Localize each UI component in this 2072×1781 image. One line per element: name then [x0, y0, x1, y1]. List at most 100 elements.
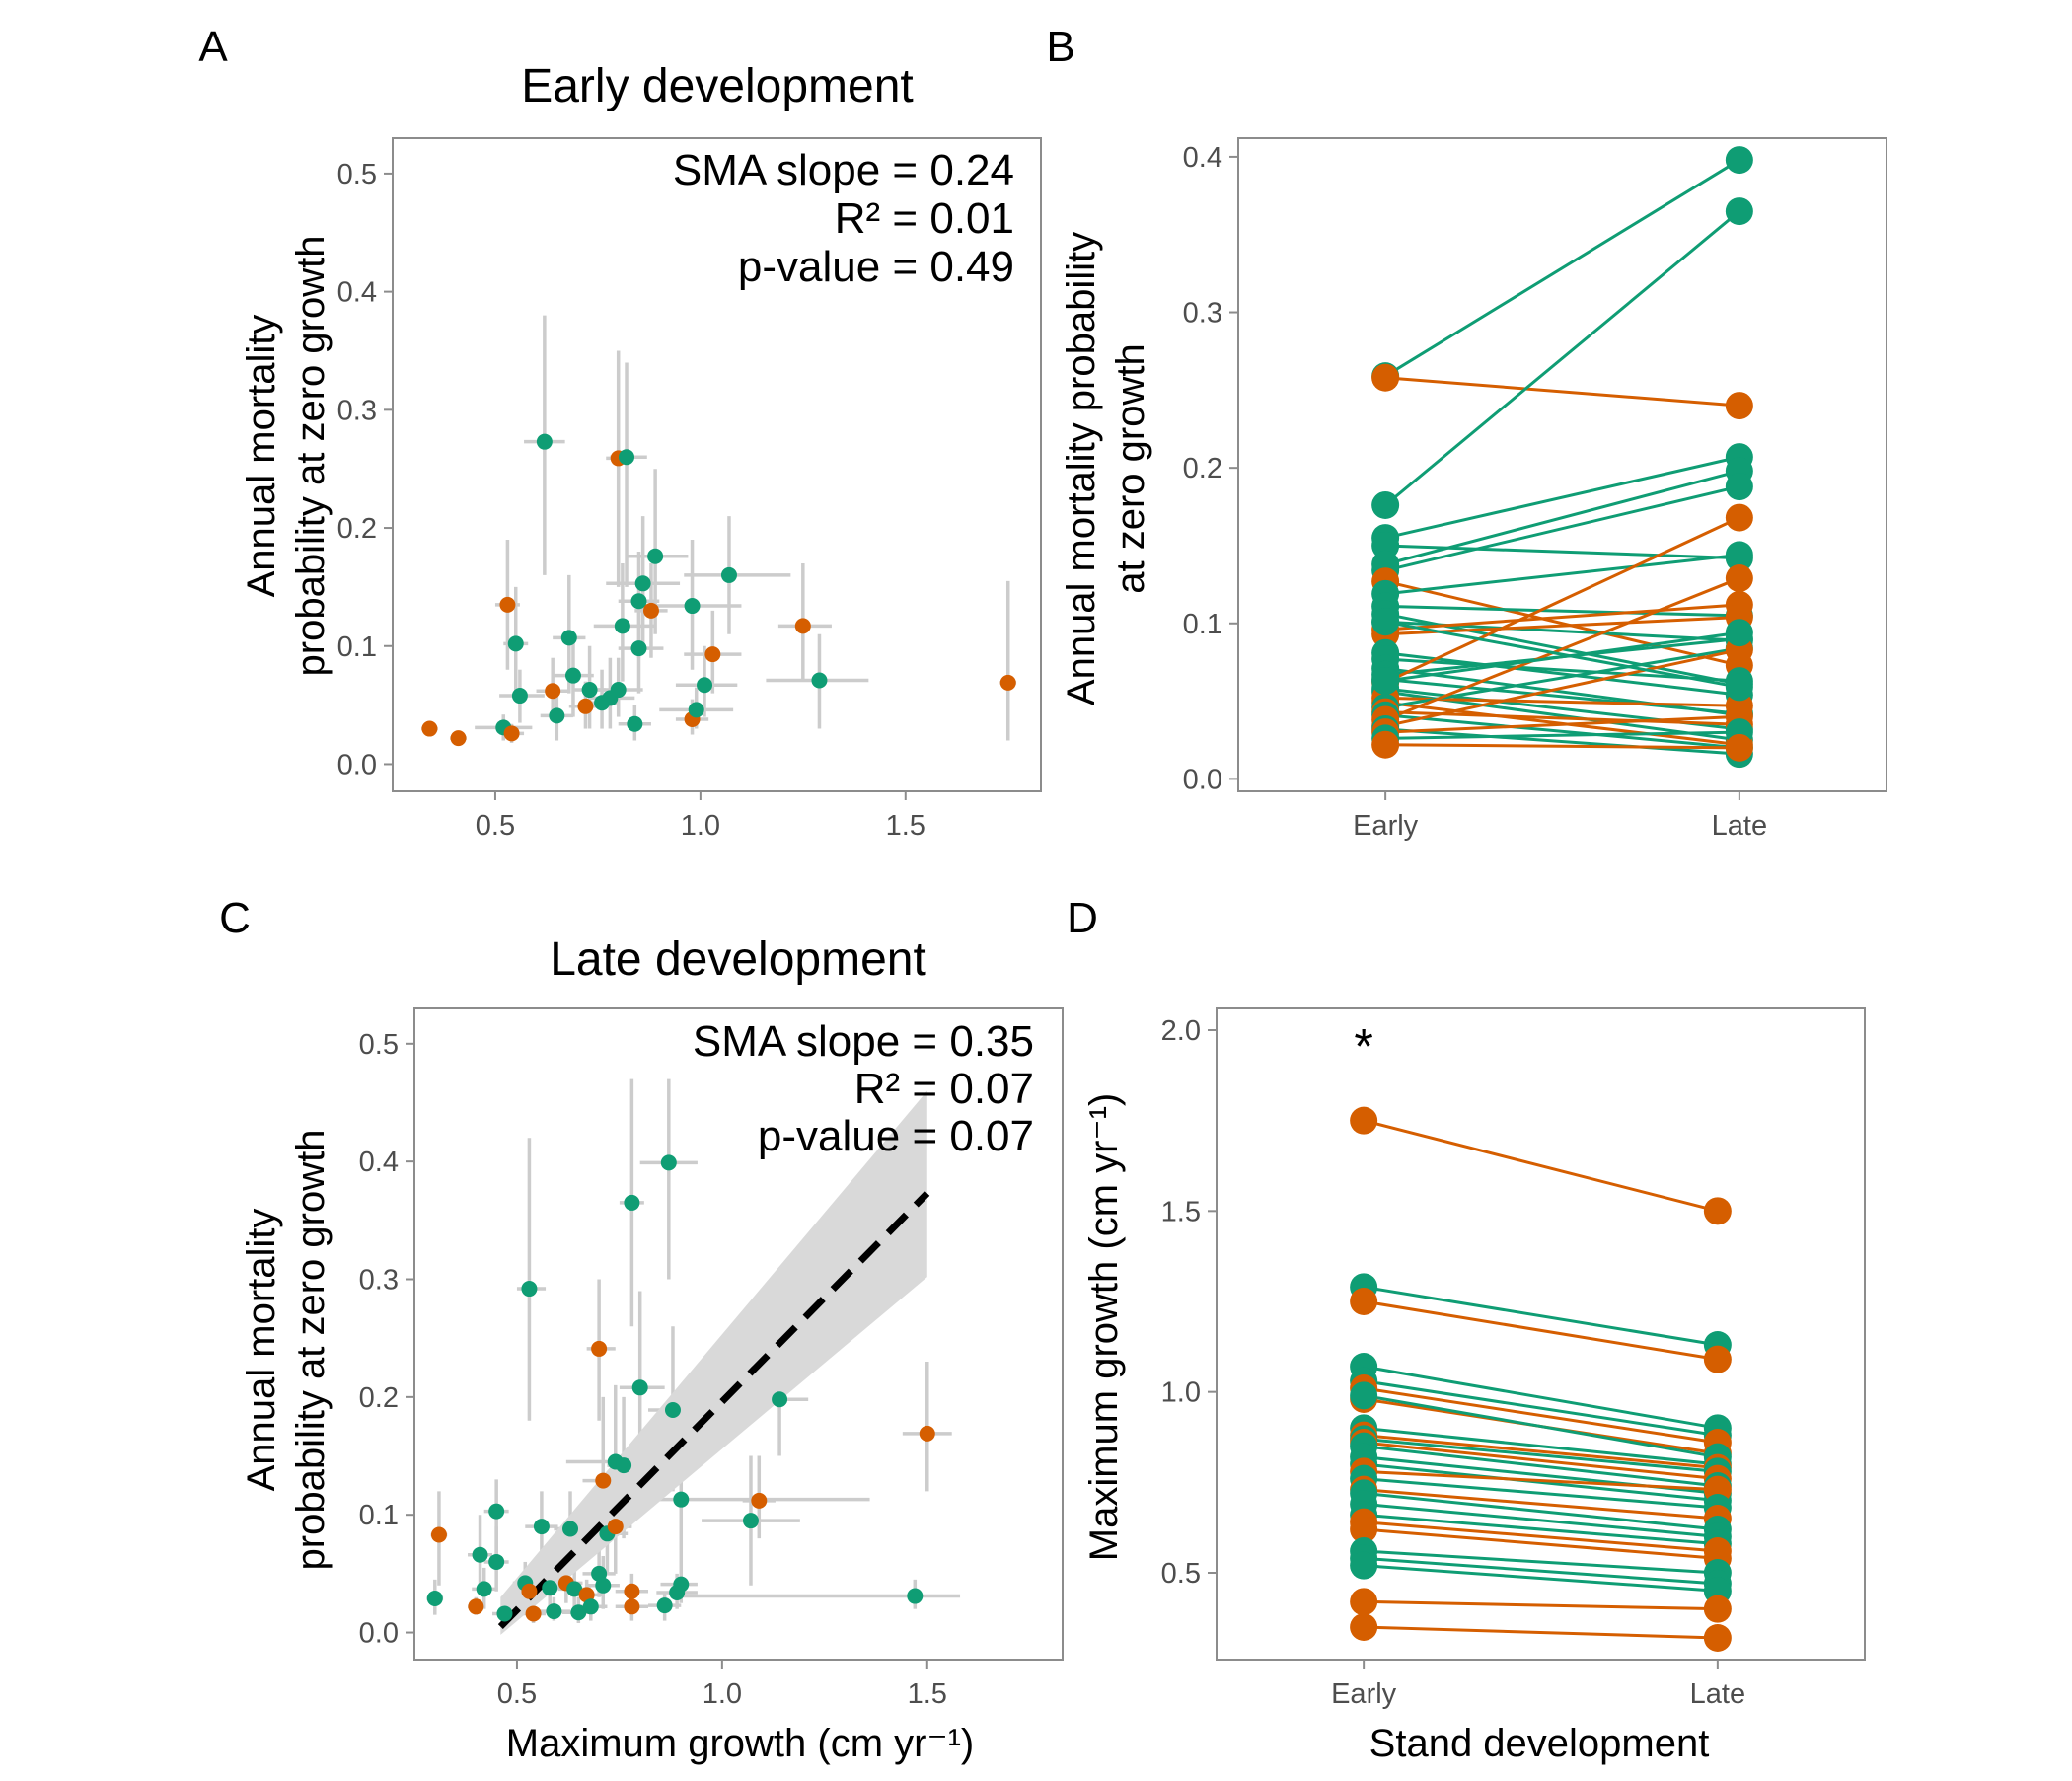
paired-line: [1364, 1469, 1718, 1492]
late-point: [1725, 564, 1753, 593]
data-point: [577, 698, 594, 714]
data-point: [811, 672, 828, 689]
panel-B-ytick-label: 0.4: [1183, 142, 1222, 174]
paired-line: [1384, 648, 1740, 728]
data-point: [614, 618, 630, 634]
sma-fit-line: [497, 1190, 930, 1630]
paired-line: [1363, 1379, 1719, 1438]
paired-line: [1384, 620, 1740, 689]
paired-line: [1364, 1564, 1718, 1593]
panel-C-xtick-label: 1.5: [908, 1678, 947, 1710]
panel-A-points: [421, 433, 1016, 747]
data-point: [488, 1503, 505, 1520]
panel-A-ytick-label: 0.4: [337, 277, 377, 309]
panel-A-ytick-label: 0.3: [337, 395, 377, 426]
data-point: [562, 1521, 579, 1537]
paired-line: [1364, 1599, 1718, 1611]
late-point: [1725, 146, 1753, 175]
panel-C-points: [426, 1154, 935, 1622]
paired-line: [1384, 576, 1740, 721]
paired-line: [1385, 603, 1739, 631]
data-point: [624, 1583, 640, 1599]
panel-D-lines: [1363, 1119, 1719, 1640]
panel-B-xtick-label: Early: [1353, 810, 1419, 842]
paired-line: [1384, 516, 1740, 685]
panel-b: B Annual mortality probability at zero g…: [1046, 23, 1887, 842]
panel-letter-a: A: [198, 23, 228, 71]
early-point: [1350, 1516, 1378, 1543]
panel-D-frame: [1216, 1007, 1866, 1661]
panel-c-plot: 0.0 0.1 0.2 0.3 0.4 0.5 0.5 1.0 1.5: [359, 1007, 1064, 1710]
paired-line: [1384, 484, 1740, 572]
panel-B-ytick-label: 0.0: [1183, 764, 1222, 795]
panel-b-ylabel: Annual mortality probability at zero gro…: [1060, 232, 1152, 705]
paired-line: [1385, 713, 1739, 750]
panel-b-ylabel-line1: Annual mortality probability: [1060, 232, 1103, 705]
data-point: [545, 683, 561, 700]
data-point: [664, 1401, 681, 1418]
data-point: [619, 449, 635, 466]
panel-A-ytick-label: 0.5: [337, 159, 377, 190]
data-point: [488, 1553, 505, 1570]
panel-A-ytick-label: 0.1: [337, 631, 377, 663]
paired-line: [1385, 376, 1739, 408]
data-point: [630, 640, 647, 657]
panel-C-ytick-label: 0.3: [359, 1265, 399, 1297]
panel-c-ylabel-line1: Annual mortality: [240, 1209, 283, 1492]
panel-a-plot: 0.0 0.1 0.2 0.3 0.4 0.5 0.5 1.0 1.5: [337, 137, 1042, 842]
panel-c-xlabel: Maximum growth (cm yr⁻¹): [506, 1722, 974, 1765]
late-point: [1703, 1345, 1732, 1373]
panel-d: D Maximum growth (cm yr⁻¹) Stand develop…: [1067, 894, 1866, 1765]
panel-B-ytick-label: 0.1: [1183, 609, 1222, 640]
confidence-ribbon: [500, 1090, 927, 1635]
paired-line: [1385, 727, 1739, 756]
data-point: [742, 1513, 759, 1529]
panel-a-p-value: p-value = 0.49: [738, 243, 1014, 291]
paired-line: [1384, 158, 1740, 378]
data-point: [511, 688, 528, 705]
paired-line: [1385, 696, 1739, 707]
panel-d-ylabel: Maximum growth (cm yr⁻¹): [1082, 1093, 1126, 1561]
data-point: [521, 1281, 538, 1298]
paired-line: [1363, 1299, 1719, 1362]
late-point: [1725, 619, 1753, 647]
data-point: [630, 593, 647, 610]
panel-c-title: Late development: [550, 933, 926, 986]
paired-line: [1364, 1502, 1718, 1538]
data-point: [560, 630, 577, 646]
paired-line: [1384, 631, 1740, 683]
early-point: [1350, 1288, 1378, 1315]
panel-D-ytick-label: 0.5: [1161, 1558, 1201, 1590]
data-point: [631, 1379, 648, 1396]
paired-line: [1363, 1441, 1719, 1481]
data-point: [421, 720, 438, 737]
data-point: [536, 433, 553, 450]
panel-letter-d: D: [1067, 894, 1098, 942]
paired-line: [1364, 1521, 1718, 1553]
data-point: [999, 674, 1016, 691]
panel-a-title: Early development: [521, 60, 914, 112]
panel-b-plot: 0.0 0.1 0.2 0.3 0.4 Early Late: [1183, 137, 1887, 842]
data-point: [656, 1597, 673, 1614]
panel-B-ytick-label: 0.2: [1183, 453, 1222, 484]
data-point: [624, 1194, 640, 1211]
panel-A-frame: [392, 137, 1042, 792]
data-point: [660, 1154, 677, 1171]
data-point: [525, 1605, 542, 1622]
panel-c-p-value: p-value = 0.07: [758, 1112, 1034, 1160]
data-point: [549, 707, 565, 724]
data-point: [616, 1457, 632, 1474]
early-point: [1350, 1588, 1378, 1616]
panel-c-ylabel: Annual mortality probability at zero gro…: [240, 1130, 333, 1571]
data-point: [634, 575, 651, 592]
panel-a-ylabel: Annual mortality probability at zero gro…: [240, 236, 333, 677]
panel-B-frame: [1237, 137, 1887, 792]
panel-letter-c: C: [219, 894, 251, 942]
panel-a-ylabel-line2: probability at zero growth: [289, 236, 333, 677]
early-point: [1371, 667, 1400, 696]
panel-A-errorbars: [421, 315, 1017, 743]
panel-D-ytick-label: 2.0: [1161, 1015, 1201, 1047]
data-point: [499, 596, 516, 613]
